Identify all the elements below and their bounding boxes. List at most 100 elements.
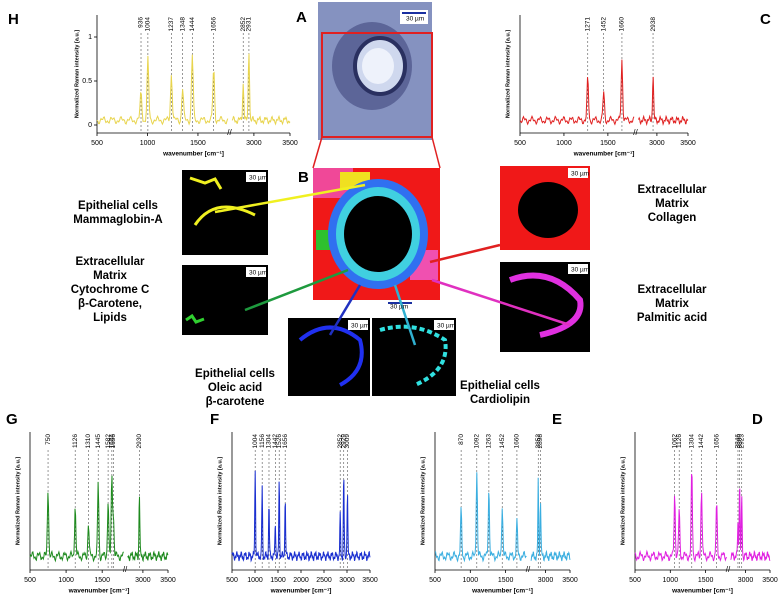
spectrum [519, 59, 689, 127]
spectrum [29, 475, 169, 563]
peak-label: 1634 [109, 434, 116, 449]
map-cyan [372, 318, 456, 396]
peak-label: 2929 [340, 434, 347, 449]
peak-label: 1237 [168, 17, 175, 32]
x-tick-label: 1500 [190, 140, 206, 147]
peak-label: 2852 [240, 17, 247, 32]
x-tick-label: 1000 [247, 577, 263, 584]
peak-label: 3009 [344, 434, 351, 449]
region-label: Collagen [648, 212, 697, 224]
x-tick-label: 3000 [538, 577, 554, 584]
peak-label: 1004 [252, 434, 259, 449]
peak-label: 2898 [537, 434, 544, 449]
x-tick-label: 1500 [94, 577, 110, 584]
region-label: β-carotene [206, 396, 265, 408]
peak-label: 1526 [276, 434, 283, 449]
x-tick-label: 500 [514, 140, 526, 147]
peak-label: 750 [45, 434, 52, 445]
x-tick-label: 500 [629, 577, 641, 584]
spectrum [434, 472, 571, 563]
peak-label: 1442 [272, 434, 279, 449]
x-tick-label: 2000 [293, 577, 309, 584]
y-tick-label: 0.5 [82, 78, 92, 85]
y-axis-label: Normalized Raman intensity [a.u.] [505, 30, 511, 118]
x-tick-label: 2500 [316, 577, 332, 584]
peak-label: 1452 [499, 434, 506, 449]
x-axis-label: wavenumber [cm⁻¹] [671, 588, 733, 594]
spectrum [96, 53, 291, 126]
peak-label: 1452 [600, 17, 607, 32]
scale-label: 30 µm [571, 171, 589, 178]
panel-letter: C [760, 11, 771, 28]
peak-label: 2846 [735, 434, 742, 449]
region-label: Matrix [655, 198, 689, 210]
y-tick-label: 1 [88, 34, 92, 41]
panel-letter: F [210, 411, 219, 428]
x-tick-label: 3500 [680, 140, 696, 147]
axis-break: // [526, 565, 531, 574]
x-axis-label: wavenumber [cm⁻¹] [573, 151, 635, 158]
x-axis-label: wavenumber [cm⁻¹] [68, 588, 130, 594]
peak-label: 2930 [136, 434, 143, 449]
axis-break: // [726, 565, 731, 574]
panel-letter: A [296, 9, 307, 26]
peak-label: 1310 [85, 434, 92, 449]
peak-label: 1656 [210, 17, 217, 32]
x-tick-label: 500 [226, 577, 238, 584]
peak-label: 1126 [676, 434, 683, 448]
region-label: Matrix [655, 298, 689, 310]
region-label: Extracellular [637, 184, 707, 196]
peak-label: 2852 [535, 434, 542, 449]
x-tick-label: 3000 [246, 140, 262, 147]
spectrum [231, 470, 371, 563]
x-tick-label: 1000 [463, 577, 479, 584]
peak-label: 1660 [619, 17, 626, 32]
map-b [313, 168, 440, 310]
scale-label: 30 µm [351, 323, 369, 330]
x-tick-label: 1000 [556, 140, 572, 147]
panel-letter: D [752, 411, 763, 428]
peak-label: 1004 [145, 17, 152, 32]
x-tick-label: 3000 [339, 577, 355, 584]
peak-label: 2931 [246, 17, 253, 32]
x-axis-label: wavenumber [cm⁻¹] [162, 151, 224, 158]
peak-label: 1156 [259, 434, 266, 448]
panel-letter: H [8, 11, 19, 28]
peak-label: 1304 [688, 434, 695, 449]
y-axis-label: Normalized Raman intensity [a.u.] [620, 457, 626, 545]
x-axis-label: wavenumber [cm⁻¹] [270, 588, 332, 594]
panel-letter: B [298, 169, 309, 186]
x-tick-label: 3000 [738, 577, 754, 584]
peak-label: 1660 [514, 434, 521, 449]
peak-label: 1092 [474, 434, 481, 449]
peak-label: 1444 [189, 17, 196, 32]
scale-label: 30 µm [390, 304, 408, 311]
peak-label: 2880 [736, 434, 743, 449]
peak-label: 1656 [282, 434, 289, 449]
axis-break: // [227, 128, 232, 137]
x-tick-label: 1500 [270, 577, 286, 584]
map-red [500, 166, 590, 250]
x-tick-label: 3500 [160, 577, 176, 584]
micrograph-a [318, 2, 433, 140]
scale-label: 30 µm [249, 270, 267, 277]
x-tick-label: 500 [24, 577, 36, 584]
region-label: Matrix [93, 270, 127, 282]
y-axis-label: Normalized Raman intensity [a.u.] [217, 457, 223, 545]
x-tick-label: 500 [429, 577, 441, 584]
region-label: Cardiolipin [470, 394, 530, 406]
map-blue [288, 318, 370, 396]
region-label: β-Carotene, [78, 298, 142, 310]
region-label: Epithelial cells [460, 380, 540, 392]
x-tick-label: 3000 [135, 577, 151, 584]
y-axis-label: Normalized Raman intensity [a.u.] [74, 30, 80, 118]
axis-break: // [123, 565, 128, 574]
peak-label: 936 [138, 17, 145, 28]
peak-label: 1271 [584, 17, 591, 32]
map-green [182, 265, 268, 335]
peak-label: 1062 [671, 434, 678, 449]
x-tick-label: 3500 [762, 577, 778, 584]
panel-letter: G [6, 411, 18, 428]
x-axis-label: wavenumber [cm⁻¹] [471, 588, 533, 594]
